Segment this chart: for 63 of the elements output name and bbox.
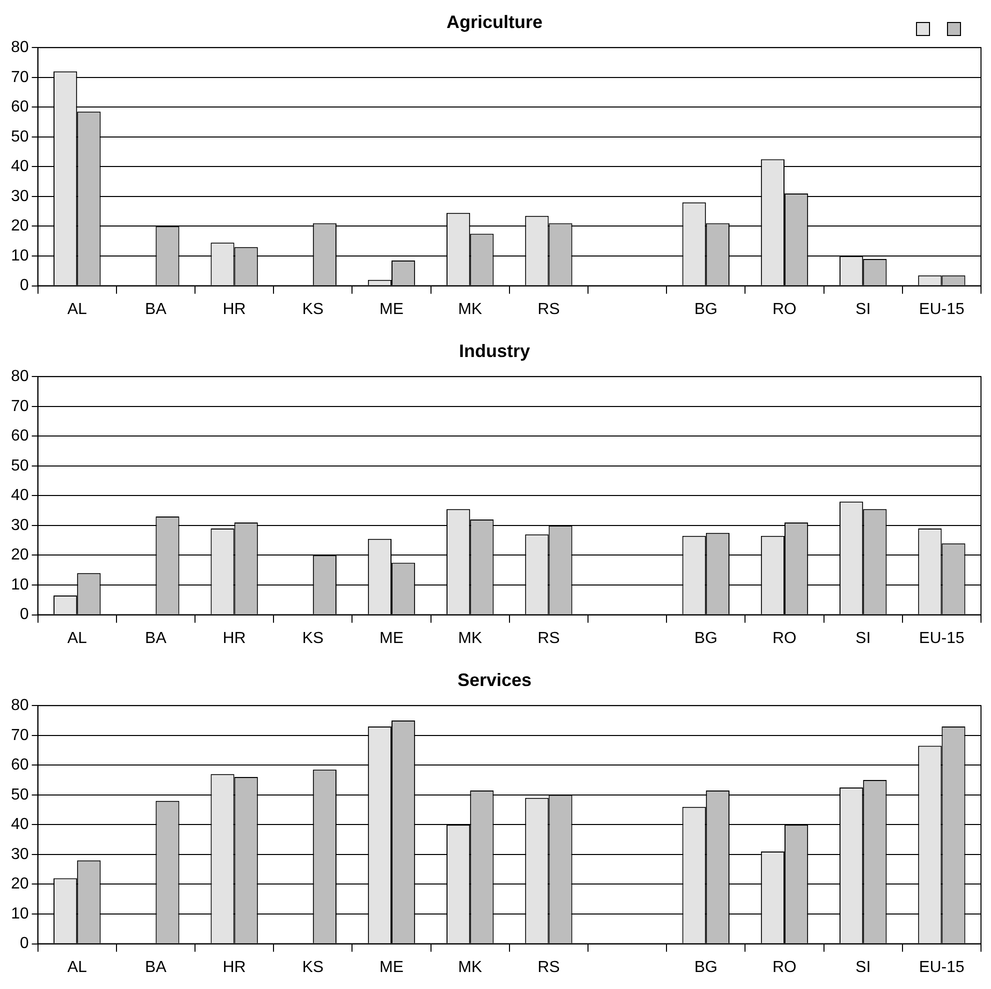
x-tick-label: BG <box>694 630 718 647</box>
x-tick-label: HR <box>222 958 246 976</box>
x-tick-label: EU-15 <box>919 300 964 318</box>
x-tick-label: BG <box>694 300 718 318</box>
y-tick-label: 10 <box>11 576 29 594</box>
chart-title: Industry <box>458 340 530 361</box>
chart-title: Services <box>457 670 532 690</box>
chart-title: Agriculture <box>446 12 543 32</box>
x-tick-label: RS <box>538 958 560 976</box>
y-tick-label: 30 <box>11 188 29 205</box>
x-tick-label: BG <box>694 958 718 976</box>
x-tick-label: RS <box>538 630 560 647</box>
x-tick-label: KS <box>302 630 324 647</box>
y-tick-label: 10 <box>11 905 29 922</box>
x-tick-label: BA <box>145 300 167 318</box>
y-tick-label: 40 <box>11 158 29 176</box>
x-tick-label: ME <box>380 958 404 976</box>
x-tick-label: SI <box>856 300 871 318</box>
y-tick-label: 50 <box>11 786 29 804</box>
x-tick-label: AL <box>67 300 87 318</box>
y-tick-label: 30 <box>11 846 29 863</box>
x-tick-label: SI <box>856 958 871 976</box>
y-tick-label: 60 <box>11 428 29 445</box>
y-tick-label: 70 <box>11 726 29 744</box>
x-tick-label: RO <box>772 958 796 976</box>
y-tick-label: 50 <box>11 128 29 146</box>
y-tick-label: 20 <box>11 546 29 564</box>
y-tick-label: 60 <box>11 756 29 774</box>
x-tick-label: MK <box>458 630 482 647</box>
x-tick-label: HR <box>222 630 246 647</box>
y-tick-label: 70 <box>11 68 29 86</box>
x-tick-label: KS <box>302 958 324 976</box>
y-tick-label: 0 <box>20 606 29 624</box>
x-tick-label: MK <box>458 958 482 976</box>
y-tick-label: 80 <box>11 368 29 386</box>
y-tick-label: 50 <box>11 457 29 474</box>
x-tick-label: RO <box>772 630 796 647</box>
y-tick-label: 0 <box>20 935 29 952</box>
y-tick-label: 30 <box>11 516 29 534</box>
y-tick-label: 0 <box>20 277 29 294</box>
x-tick-label: SI <box>856 630 871 647</box>
x-tick-label: RS <box>538 300 560 318</box>
y-tick-label: 40 <box>11 487 29 504</box>
x-tick-label: ME <box>380 630 404 647</box>
y-tick-label: 60 <box>11 98 29 116</box>
y-tick-label: 80 <box>11 39 29 56</box>
x-tick-label: AL <box>67 630 87 647</box>
y-tick-label: 40 <box>11 816 29 834</box>
x-tick-label: ME <box>380 300 404 318</box>
x-tick-label: HR <box>222 300 246 318</box>
x-tick-label: KS <box>302 300 324 318</box>
y-tick-label: 70 <box>11 398 29 415</box>
y-tick-label: 20 <box>11 218 29 235</box>
x-tick-label: AL <box>67 958 87 976</box>
x-tick-label: BA <box>145 958 167 976</box>
y-tick-label: 10 <box>11 247 29 264</box>
y-tick-label: 20 <box>11 876 29 893</box>
x-tick-label: EU-15 <box>919 958 964 976</box>
x-tick-label: EU-15 <box>919 630 964 647</box>
x-tick-label: RO <box>772 300 796 318</box>
x-tick-label: MK <box>458 300 482 318</box>
y-tick-label: 80 <box>11 697 29 714</box>
x-tick-label: BA <box>145 630 167 647</box>
